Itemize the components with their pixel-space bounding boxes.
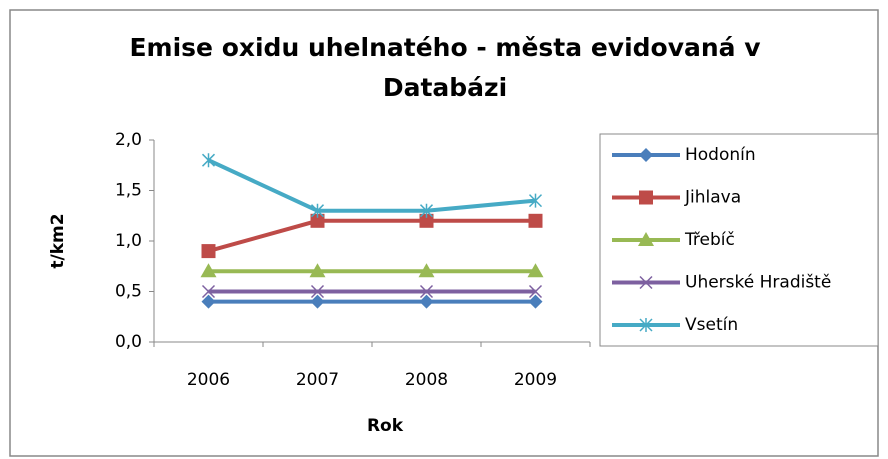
data-point bbox=[310, 213, 325, 228]
data-point bbox=[309, 263, 326, 278]
data-point bbox=[310, 203, 325, 218]
legend-marker bbox=[638, 232, 654, 246]
legend-marker bbox=[639, 148, 653, 162]
y-tick-label: 1,5 bbox=[115, 181, 142, 201]
data-point bbox=[310, 284, 325, 299]
y-tick-label: 2,0 bbox=[115, 130, 142, 150]
data-point bbox=[419, 284, 434, 299]
x-tick-label: 2006 bbox=[187, 370, 230, 390]
y-tick-label: 0,0 bbox=[115, 332, 142, 352]
data-point bbox=[201, 284, 216, 299]
series-line bbox=[207, 218, 536, 254]
legend-marker bbox=[639, 318, 653, 332]
x-tick-label: 2009 bbox=[514, 370, 557, 390]
y-axis-label: t/km2 bbox=[48, 213, 68, 268]
x-tick-label: 2007 bbox=[296, 370, 339, 390]
x-axis-label: Rok bbox=[367, 416, 404, 436]
data-point bbox=[527, 263, 544, 278]
data-point bbox=[419, 203, 434, 218]
data-point bbox=[419, 294, 434, 309]
series-line bbox=[207, 158, 536, 213]
data-point bbox=[200, 263, 217, 278]
legend-label: Třebíč bbox=[684, 230, 735, 250]
data-point bbox=[528, 193, 543, 208]
legend-label: Hodonín bbox=[685, 145, 756, 165]
data-point bbox=[201, 153, 216, 168]
data-point bbox=[418, 263, 435, 278]
y-tick-label: 1,0 bbox=[115, 231, 142, 251]
data-point bbox=[528, 294, 543, 309]
data-point bbox=[419, 213, 434, 228]
chart-title: Emise oxidu uhelnatého - města evidovaná… bbox=[129, 33, 761, 102]
y-tick-label: 0,5 bbox=[115, 282, 142, 302]
data-point bbox=[201, 294, 216, 309]
x-tick-label: 2008 bbox=[405, 370, 448, 390]
data-point bbox=[528, 284, 543, 299]
data-point bbox=[201, 244, 216, 259]
data-point bbox=[310, 294, 325, 309]
legend-label: Uherské Hradiště bbox=[685, 273, 831, 293]
legend-marker bbox=[639, 190, 653, 205]
data-point bbox=[528, 213, 543, 228]
legend-label: Vsetín bbox=[685, 315, 738, 335]
legend-label: Jihlava bbox=[684, 188, 741, 208]
legend-marker bbox=[639, 275, 653, 290]
